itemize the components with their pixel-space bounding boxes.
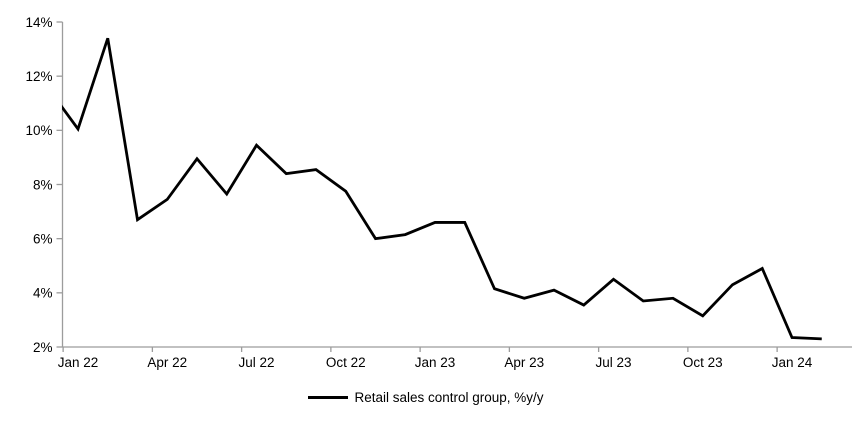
x-axis-tick-label: Jul 23 <box>595 355 631 370</box>
x-axis-tick-label: Jan 24 <box>772 355 813 370</box>
x-axis-tick-label: Jan 22 <box>58 355 99 370</box>
legend-line-swatch <box>308 396 349 399</box>
x-axis-tick-label: Apr 23 <box>504 355 544 370</box>
y-axis: 2% 4% 6% 8% 10% 12% 14% <box>25 15 64 355</box>
x-axis-tick-label: Apr 22 <box>147 355 187 370</box>
y-axis-tick-label: 10% <box>25 123 52 138</box>
series-group <box>62 37 822 341</box>
x-axis: Jan 22 Apr 22 Jul 22 Oct 22 Jan 23 Apr 23 Jul … <box>58 346 852 370</box>
y-axis-tick-label: 6% <box>33 231 53 246</box>
series-line <box>62 37 822 341</box>
x-axis-tick-label: Oct 22 <box>326 355 366 370</box>
y-axis-tick-label: 12% <box>25 69 52 84</box>
y-axis-tick-label: 2% <box>33 340 53 355</box>
x-axis-tick-label: Jan 23 <box>415 355 456 370</box>
legend: Retail sales control group, %y/y <box>0 390 852 405</box>
x-axis-tick-label: Jul 22 <box>238 355 274 370</box>
y-axis-tick-label: 14% <box>25 15 52 30</box>
y-axis-tick-label: 8% <box>33 177 53 192</box>
x-axis-tick-label: Oct 23 <box>683 355 723 370</box>
legend-label: Retail sales control group, %y/y <box>354 390 544 405</box>
y-axis-tick-label: 4% <box>33 286 53 301</box>
